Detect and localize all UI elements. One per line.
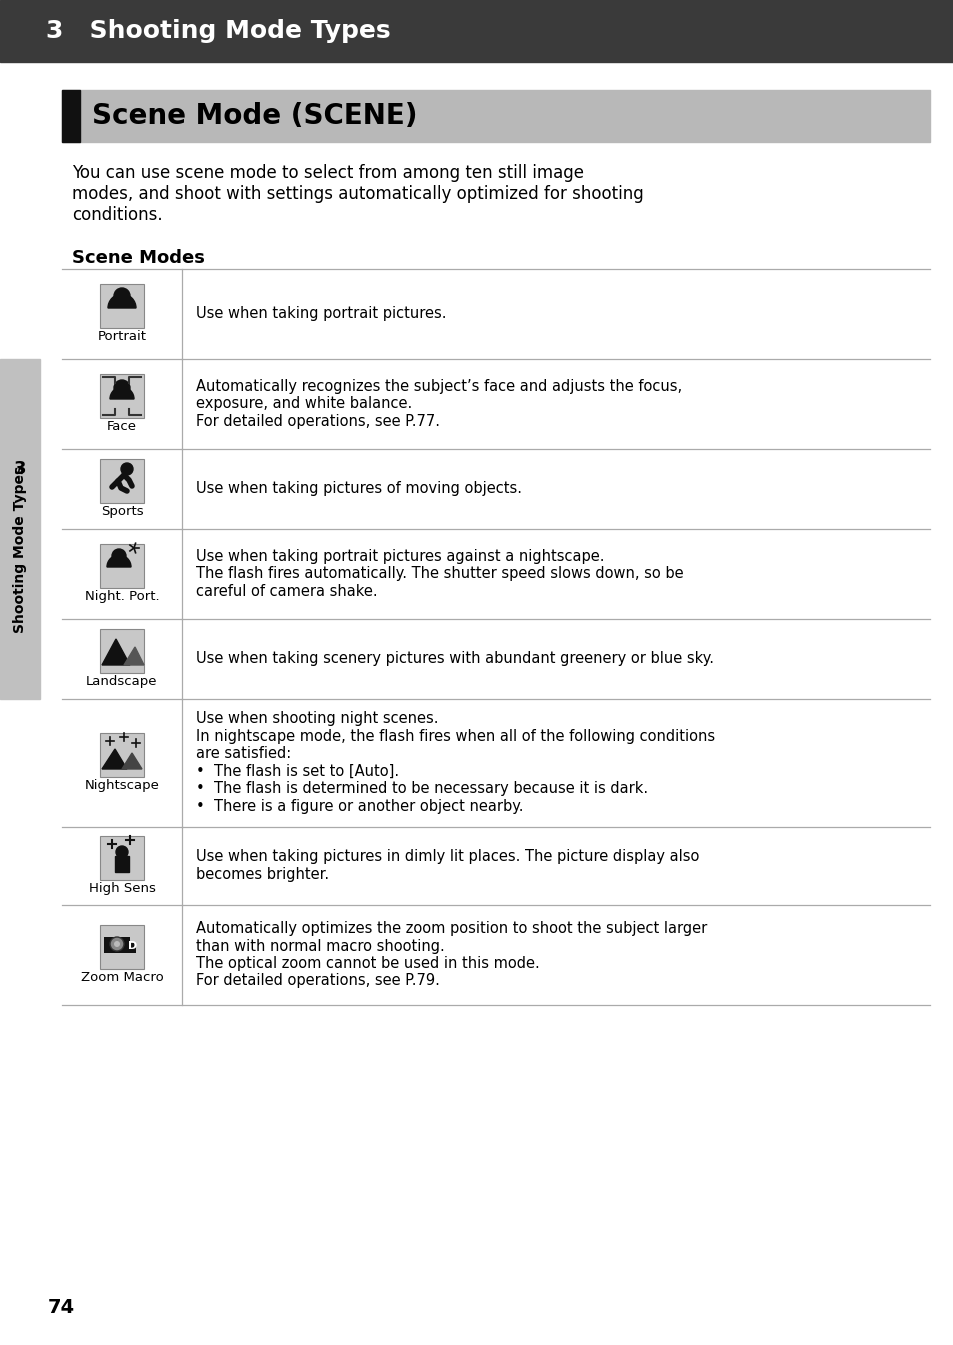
Text: Landscape: Landscape <box>86 675 157 689</box>
Bar <box>62 90 929 143</box>
Text: Use when shooting night scenes.: Use when shooting night scenes. <box>195 712 438 726</box>
Text: The flash fires automatically. The shutter speed slows down, so be: The flash fires automatically. The shutt… <box>195 566 683 581</box>
Text: Sports: Sports <box>101 504 143 518</box>
Bar <box>100 837 144 880</box>
Text: than with normal macro shooting.: than with normal macro shooting. <box>195 939 444 954</box>
Polygon shape <box>102 749 127 769</box>
Text: 3   Shooting Mode Types: 3 Shooting Mode Types <box>46 19 390 43</box>
Text: Scene Modes: Scene Modes <box>71 249 205 268</box>
Text: are satisfied:: are satisfied: <box>195 746 291 761</box>
Bar <box>100 374 144 418</box>
Text: Use when taking pictures in dimly lit places. The picture display also: Use when taking pictures in dimly lit pl… <box>195 850 699 865</box>
Bar <box>104 937 130 954</box>
Text: Portrait: Portrait <box>97 330 147 343</box>
Text: •  There is a figure or another object nearby.: • There is a figure or another object ne… <box>195 799 523 814</box>
Text: Use when taking portrait pictures against a nightscape.: Use when taking portrait pictures agains… <box>195 549 604 564</box>
Bar <box>115 855 129 872</box>
Circle shape <box>113 381 130 395</box>
Text: Use when taking portrait pictures.: Use when taking portrait pictures. <box>195 307 446 321</box>
Text: Automatically optimizes the zoom position to shoot the subject larger: Automatically optimizes the zoom positio… <box>195 921 706 936</box>
Text: Use when taking scenery pictures with abundant greenery or blue sky.: Use when taking scenery pictures with ab… <box>195 651 713 666</box>
Text: Night. Port.: Night. Port. <box>85 590 159 603</box>
Text: For detailed operations, see P.79.: For detailed operations, see P.79. <box>195 974 439 989</box>
Circle shape <box>112 549 126 564</box>
Text: •  The flash is determined to be necessary because it is dark.: • The flash is determined to be necessar… <box>195 781 647 796</box>
Bar <box>100 629 144 672</box>
Text: •  The flash is set to [Auto].: • The flash is set to [Auto]. <box>195 764 398 779</box>
Text: Automatically recognizes the subject’s face and adjusts the focus,: Automatically recognizes the subject’s f… <box>195 379 681 394</box>
Bar <box>130 943 136 954</box>
Bar <box>100 925 144 968</box>
Text: Zoom Macro: Zoom Macro <box>81 971 163 985</box>
Text: Shooting Mode Types: Shooting Mode Types <box>13 465 27 632</box>
Text: 74: 74 <box>48 1298 75 1317</box>
Text: You can use scene mode to select from among ten still image: You can use scene mode to select from am… <box>71 164 583 182</box>
Text: careful of camera shake.: careful of camera shake. <box>195 584 377 599</box>
Bar <box>0 359 40 699</box>
Polygon shape <box>102 639 130 664</box>
Text: D: D <box>129 941 137 951</box>
Text: For detailed operations, see P.77.: For detailed operations, see P.77. <box>195 414 439 429</box>
Text: Nightscape: Nightscape <box>85 779 159 792</box>
Text: conditions.: conditions. <box>71 206 162 225</box>
Circle shape <box>121 463 132 475</box>
Wedge shape <box>110 387 133 399</box>
Text: becomes brighter.: becomes brighter. <box>195 868 329 882</box>
Text: modes, and shoot with settings automatically optimized for shooting: modes, and shoot with settings automatic… <box>71 186 643 203</box>
Wedge shape <box>107 555 131 568</box>
Wedge shape <box>108 295 136 308</box>
Text: In nightscape mode, the flash fires when all of the following conditions: In nightscape mode, the flash fires when… <box>195 729 715 744</box>
Bar <box>100 543 144 588</box>
Circle shape <box>113 288 130 304</box>
Bar <box>0 0 953 62</box>
Text: Use when taking pictures of moving objects.: Use when taking pictures of moving objec… <box>195 482 521 496</box>
Polygon shape <box>122 753 142 769</box>
Text: High Sens: High Sens <box>89 882 155 894</box>
Circle shape <box>116 846 128 858</box>
Bar <box>100 284 144 328</box>
Text: Scene Mode (SCENE): Scene Mode (SCENE) <box>91 102 417 130</box>
Circle shape <box>113 941 120 947</box>
Text: 3: 3 <box>13 460 27 477</box>
Bar <box>62 90 80 143</box>
Bar <box>100 459 144 503</box>
Text: The optical zoom cannot be used in this mode.: The optical zoom cannot be used in this … <box>195 956 539 971</box>
Polygon shape <box>124 647 144 664</box>
Text: Face: Face <box>107 420 137 433</box>
Text: exposure, and white balance.: exposure, and white balance. <box>195 397 412 412</box>
Circle shape <box>110 937 124 951</box>
Bar <box>100 733 144 777</box>
